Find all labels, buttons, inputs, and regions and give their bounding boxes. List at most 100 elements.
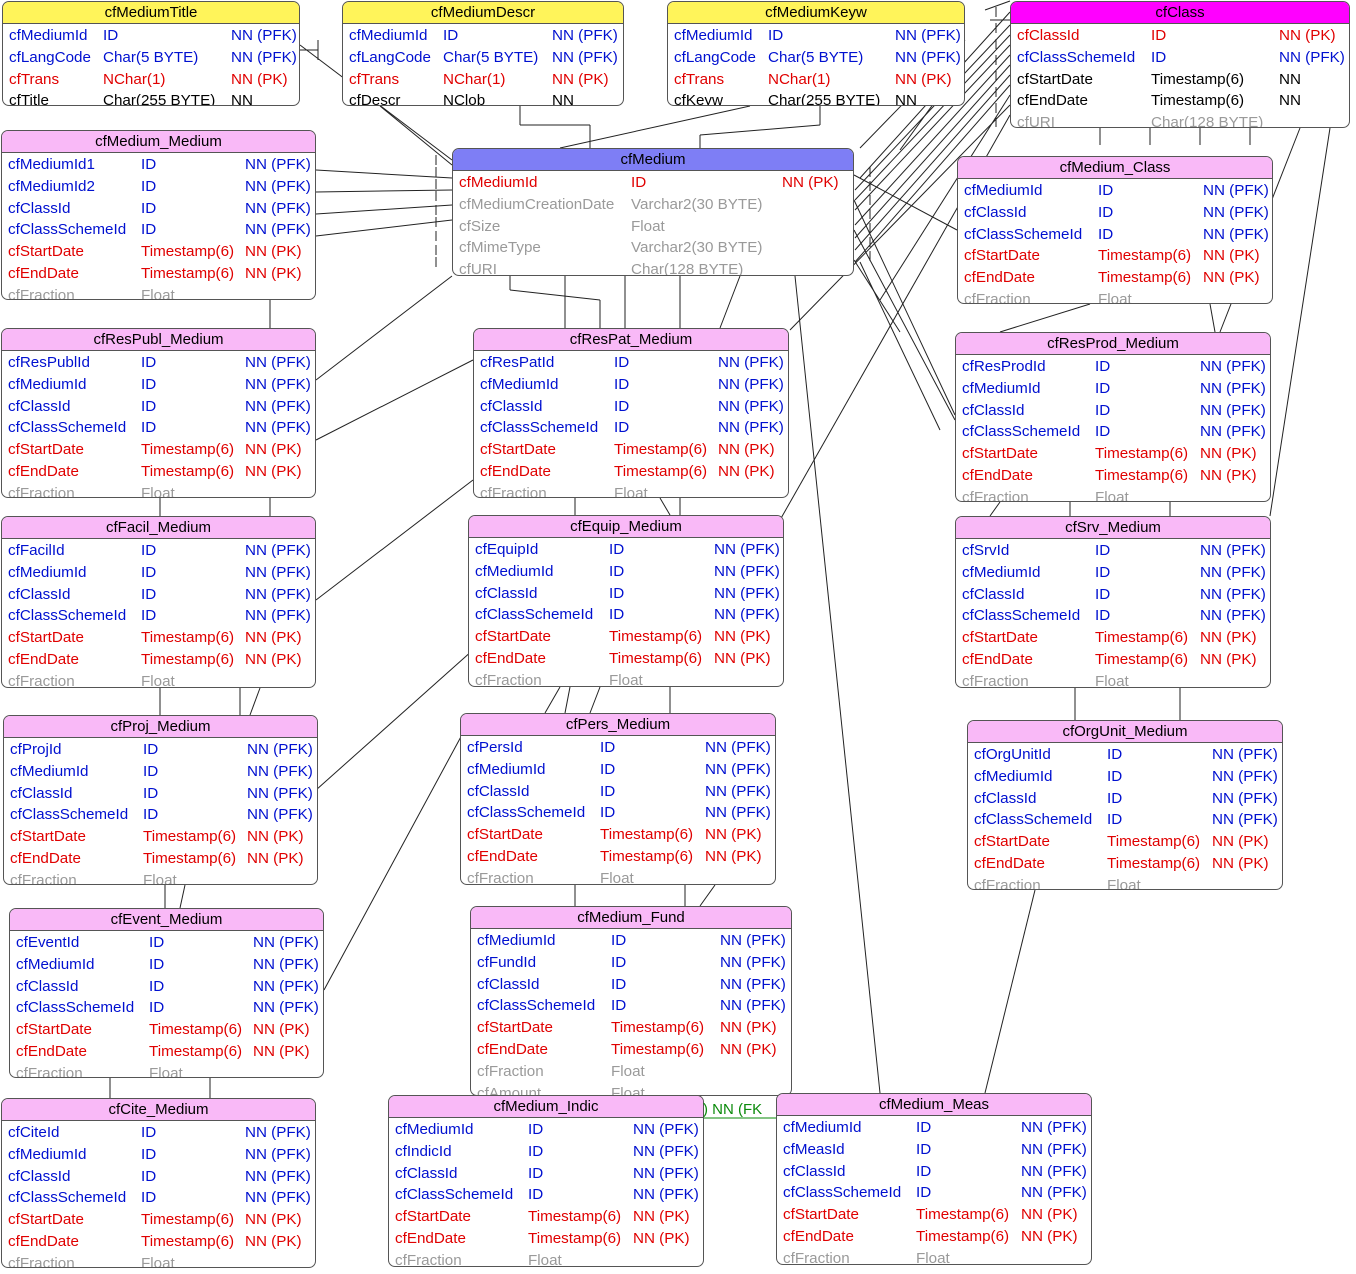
column-constraint: NN (PK) — [705, 826, 762, 844]
relationship-line — [853, 259, 901, 333]
column-list: cfMediumId ID NN (PFK) cfMeasId ID NN (PFK) cf… — [777, 1116, 1091, 1264]
column-type: ID — [143, 806, 159, 824]
column-row: cfKeyw Char(255 BYTE) NN — [668, 90, 964, 106]
column-name: cfFraction — [964, 290, 1031, 304]
column-row: cfEndDate Timestamp(6) NN (PK) — [2, 263, 315, 285]
entity-cfOrgUnit_Medium[interactable]: cfOrgUnit_Medium cfOrgUnitId ID NN (PFK) cfM… — [967, 720, 1283, 890]
column-name: cfEndDate — [395, 1229, 466, 1247]
column-row: cfMediumId ID NN (PFK) — [2, 562, 315, 584]
column-row: cfMeasId ID NN (PFK) — [777, 1139, 1091, 1161]
column-row: cfClassId ID NN (PK) — [1011, 25, 1349, 47]
relationship-line — [989, 501, 1001, 517]
column-name: cfFacilId — [8, 542, 65, 559]
entity-cfMediumKeyw[interactable]: cfMediumKeyw cfMediumId ID NN (PFK) cfLangCo… — [667, 1, 965, 106]
column-constraint: NN (PK) — [245, 1211, 302, 1229]
column-type: Timestamp(6) — [1095, 445, 1189, 463]
entity-title: cfResPubl_Medium — [2, 329, 315, 351]
column-type: Timestamp(6) — [1151, 92, 1245, 110]
entity-cfSrv_Medium[interactable]: cfSrv_Medium cfSrvId ID NN (PFK) cfMediumId I… — [955, 516, 1271, 688]
entity-cfMediumTitle[interactable]: cfMediumTitle cfMediumId ID NN (PFK) cfLangC… — [2, 1, 300, 106]
entity-cfClass[interactable]: cfClass cfClassId ID NN (PK) cfClassSchemeId… — [1010, 1, 1350, 128]
column-constraint: NN (PFK) — [245, 1145, 311, 1163]
column-type: Timestamp(6) — [528, 1208, 622, 1226]
entity-title: cfOrgUnit_Medium — [968, 721, 1282, 743]
column-list: cfEventId ID NN (PFK) cfMediumId ID NN (PFK) c… — [10, 931, 323, 1077]
column-row: cfStartDate Timestamp(6) NN (PK) — [2, 1209, 315, 1231]
entity-cfMedium_Medium[interactable]: cfMedium_Medium cfMediumId1 ID NN (PFK) cfMe… — [1, 130, 316, 300]
column-row: cfMimeType Varchar2(30 BYTE) — [453, 237, 853, 259]
column-name: cfMediumId2 — [8, 177, 95, 195]
entity-cfResPat_Medium[interactable]: cfResPat_Medium cfResPatId ID NN (PFK) cfMed… — [473, 328, 789, 498]
entity-cfMedium_Indic[interactable]: cfMedium_Indic cfMediumId ID NN (PFK) cfIndi… — [388, 1095, 704, 1267]
entity-cfMedium_Meas[interactable]: cfMedium_Meas cfMediumId ID NN (PFK) cfMeasI… — [776, 1093, 1092, 1265]
relationship-line — [699, 884, 716, 907]
entity-cfResProd_Medium[interactable]: cfResProd_Medium cfResProdId ID NN (PFK) cfM… — [955, 332, 1271, 502]
column-type: ID — [600, 739, 616, 756]
column-constraint: NN (PK) — [782, 174, 839, 191]
column-row: cfMediumId ID NN (PFK) — [956, 562, 1270, 584]
column-constraint: NN (PK) — [633, 1208, 690, 1226]
entity-cfMedium_Fund[interactable]: cfMedium_Fund cfMediumId ID NN (PFK) cfFundI… — [470, 906, 792, 1096]
column-constraint: NN (PFK) — [245, 221, 311, 239]
hidden-column-fragment: ) NN (FK — [703, 1101, 763, 1118]
column-type: Timestamp(6) — [141, 650, 235, 668]
entity-cfMedium[interactable]: cfMedium cfMediumId ID NN (PK) cfMediumCreat… — [452, 148, 854, 276]
column-name: cfEndDate — [962, 650, 1033, 668]
column-type: Timestamp(6) — [1095, 629, 1189, 647]
entity-cfMedium_Class[interactable]: cfMedium_Class cfMediumId ID NN (PFK) cfClas… — [957, 156, 1273, 304]
column-row: cfStartDate Timestamp(6) NN (PK) — [956, 627, 1270, 649]
column-row: cfMediumId ID NN (PFK) — [471, 930, 791, 952]
entity-cfEvent_Medium[interactable]: cfEvent_Medium cfEventId ID NN (PFK) cfMediu… — [9, 908, 324, 1078]
column-constraint: NN (PFK) — [245, 375, 311, 393]
column-constraint: NN (PFK) — [1200, 358, 1266, 375]
column-name: cfClassId — [475, 584, 538, 602]
column-name: cfMediumId — [674, 27, 753, 44]
column-type: ID — [141, 397, 157, 415]
column-type: ID — [609, 606, 625, 624]
entity-cfCite_Medium[interactable]: cfCite_Medium cfCiteId ID NN (PFK) cfMediumI… — [1, 1098, 316, 1268]
entity-cfPers_Medium[interactable]: cfPers_Medium cfPersId ID NN (PFK) cfMediumI… — [460, 713, 776, 885]
column-row: cfAmount Float — [471, 1083, 791, 1095]
column-type: Float — [1095, 488, 1129, 502]
column-type: ID — [1107, 811, 1123, 829]
column-type: Char(255 BYTE) — [768, 92, 881, 106]
entity-title: cfMediumTitle — [3, 2, 299, 24]
column-row: cfClassId ID NN (PFK) — [469, 583, 783, 605]
relationship-line — [323, 719, 471, 991]
entity-cfMediumDescr[interactable]: cfMediumDescr cfMediumId ID NN (PFK) cfLangC… — [342, 1, 624, 106]
column-constraint: NN (PK) — [718, 462, 775, 480]
column-name: cfMeasId — [783, 1140, 845, 1158]
column-list: cfMediumId ID NN (PFK) cfClassId ID NN (PFK) c… — [958, 179, 1272, 304]
entity-cfFacil_Medium[interactable]: cfFacil_Medium cfFacilId ID NN (PFK) cfMediu… — [1, 516, 316, 688]
column-name: cfFraction — [8, 1254, 75, 1268]
column-row: cfURI Char(128 BYTE) — [1011, 112, 1349, 127]
column-type: ID — [143, 741, 159, 758]
column-row: cfMediumId ID NN (PFK) — [343, 25, 623, 47]
entity-cfEquip_Medium[interactable]: cfEquip_Medium cfEquipId ID NN (PFK) cfMediu… — [468, 515, 784, 687]
entity-cfResPubl_Medium[interactable]: cfResPubl_Medium cfResPublId ID NN (PFK) cfM… — [1, 328, 316, 498]
entity-cfProj_Medium[interactable]: cfProj_Medium cfProjId ID NN (PFK) cfMediumI… — [3, 715, 318, 885]
column-name: cfStartDate — [10, 828, 86, 846]
column-name: cfClassSchemeId — [16, 999, 135, 1017]
column-type: Timestamp(6) — [600, 826, 694, 844]
column-row: cfPersId ID NN (PFK) — [461, 737, 775, 759]
column-type: Timestamp(6) — [1095, 466, 1189, 484]
column-row: cfEndDate Timestamp(6) NN (PK) — [956, 649, 1270, 671]
column-type: Timestamp(6) — [1098, 269, 1192, 287]
column-name: cfEndDate — [783, 1227, 854, 1245]
column-name: cfMediumId — [16, 955, 95, 973]
column-constraint: NN — [231, 92, 253, 106]
column-row: cfClassSchemeId ID NN (PFK) — [469, 604, 783, 626]
entity-title: cfResPat_Medium — [474, 329, 788, 351]
column-type: Timestamp(6) — [141, 1232, 235, 1250]
column-type: ID — [141, 607, 157, 625]
column-constraint: NN (PFK) — [714, 562, 780, 580]
column-constraint: NN (PK) — [895, 70, 952, 88]
column-type: ID — [141, 1124, 157, 1141]
column-row: cfFraction Float — [471, 1061, 791, 1083]
column-constraint: NN (PFK) — [633, 1121, 699, 1138]
column-row: cfClassSchemeId ID NN (PFK) — [956, 605, 1270, 627]
column-type: ID — [609, 541, 625, 558]
column-type: NChar(1) — [768, 70, 831, 88]
column-row: cfClassId ID NN (PFK) — [2, 584, 315, 606]
